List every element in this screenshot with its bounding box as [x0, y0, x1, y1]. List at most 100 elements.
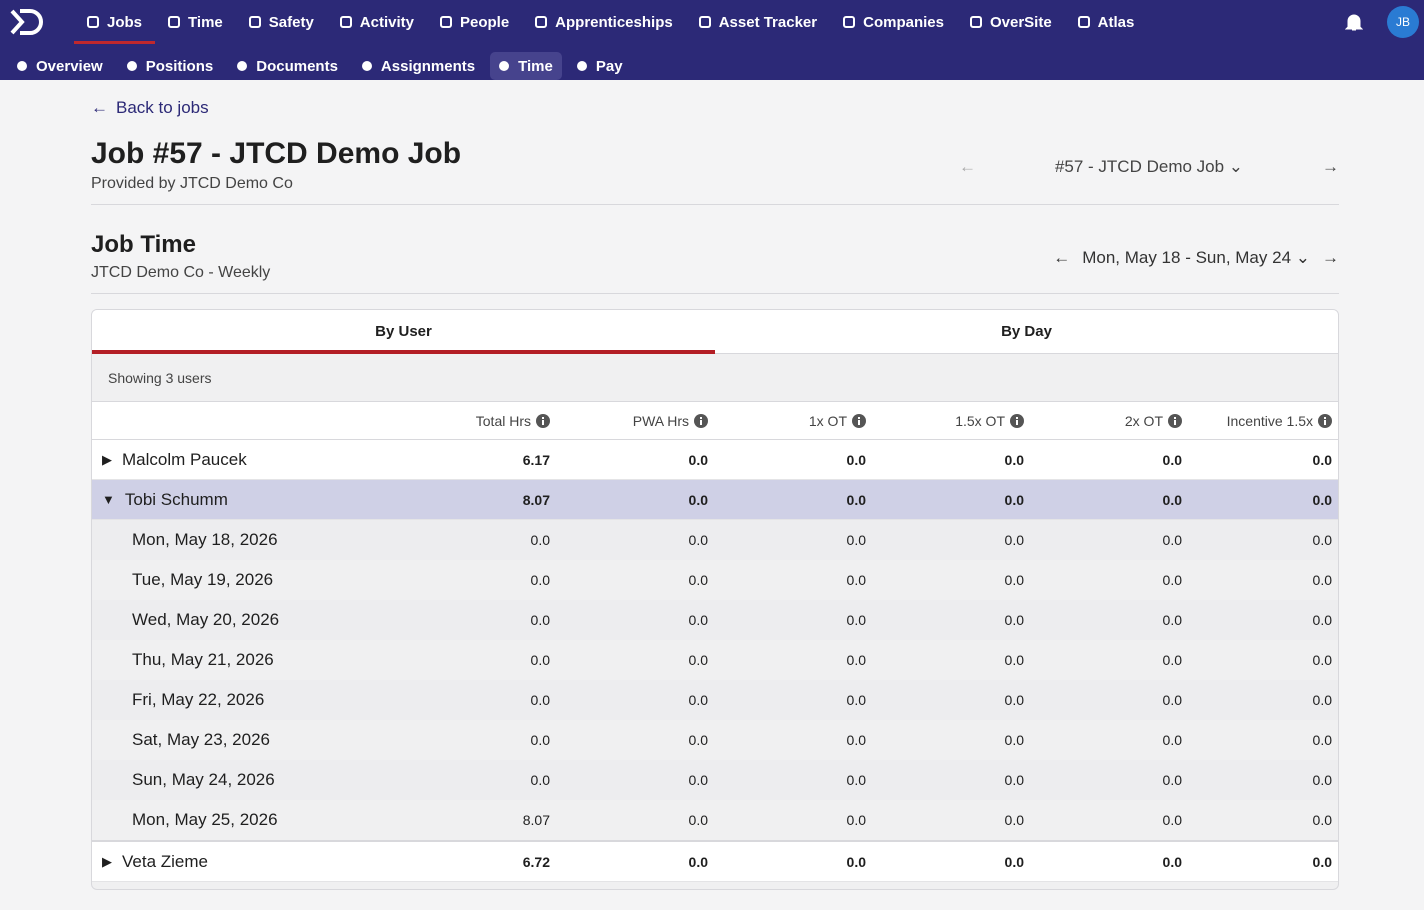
hours-cell: 0.0	[846, 732, 866, 748]
nav-label: Apprenticeships	[555, 13, 673, 31]
day-date: Wed, May 20, 2026	[132, 610, 280, 629]
day-row: Wed, May 20, 2026 0.0 0.0 0.0 0.0 0.0 0.0	[92, 600, 1338, 640]
hours-cell: 0.0	[688, 572, 708, 588]
hours-cell: 0.0	[688, 692, 708, 708]
day-row: Fri, May 22, 2026 0.0 0.0 0.0 0.0 0.0 0.0	[92, 680, 1338, 720]
hours-cell: 0.0	[1162, 532, 1182, 548]
hours-cell: 0.0	[530, 732, 550, 748]
day-date: Sun, May 24, 2026	[132, 770, 275, 789]
prev-week[interactable]: ←	[1053, 248, 1071, 267]
info-icon[interactable]	[1010, 413, 1024, 428]
dot-icon	[237, 61, 248, 71]
next-job[interactable]: →	[1322, 157, 1339, 176]
dot-icon	[126, 61, 137, 71]
hours-cell: 0.0	[688, 812, 708, 828]
nav-item[interactable]: Asset Tracker	[686, 0, 830, 44]
bell-icon[interactable]	[1345, 12, 1363, 32]
sub-nav-item[interactable]: Pay	[568, 52, 632, 80]
range-select[interactable]: Mon, May 18 - Sun, May 24 ⌄	[1082, 248, 1310, 267]
avatar[interactable]: JB	[1387, 6, 1419, 38]
day-row: Thu, May 21, 2026 0.0 0.0 0.0 0.0 0.0 0.0	[92, 640, 1338, 680]
dot-icon	[17, 61, 27, 71]
hours-cell: 0.0	[1162, 853, 1182, 870]
date-range: ← Mon, May 18 - Sun, May 24 ⌄ →	[1053, 248, 1339, 268]
nav-icon	[969, 16, 982, 28]
hours-cell: 0.0	[1162, 612, 1182, 628]
info-icon[interactable]	[1168, 413, 1182, 428]
hours-cell: 0.0	[1004, 732, 1024, 748]
hours-cell: 0.0	[1004, 572, 1024, 588]
job-subtitle: Provided by JTCD Demo Co	[91, 175, 293, 192]
logo[interactable]	[10, 9, 44, 35]
nav-item[interactable]: Activity	[327, 0, 427, 44]
sub-nav-item[interactable]: Assignments	[353, 52, 484, 80]
time-table-card: By User By Day Showing 3 users Total Hrs P…	[91, 309, 1339, 890]
expand-toggle[interactable]: ▼	[102, 492, 115, 507]
sub-nav-label: Documents	[256, 57, 338, 75]
sub-nav-item[interactable]: Overview	[8, 52, 112, 80]
back-text: Back to jobs	[116, 98, 209, 117]
nav-item[interactable]: People	[427, 0, 522, 44]
hours-cell: 0.0	[1312, 451, 1332, 468]
info-icon[interactable]	[1318, 413, 1332, 428]
nav-item[interactable]: Jobs	[74, 0, 156, 44]
range-text: Mon, May 18 - Sun, May 24	[1082, 248, 1292, 267]
section-subtitle: JTCD Demo Co - Weekly	[91, 264, 271, 281]
sub-nav-label: Pay	[595, 57, 623, 75]
day-rows: Mon, May 18, 2026 0.0 0.0 0.0 0.0 0.0 0.0 Tue, …	[92, 520, 1338, 842]
hours-cell: 0.0	[1312, 572, 1332, 588]
expand-toggle[interactable]: ▶	[102, 853, 112, 869]
nav-item[interactable]: Companies	[830, 0, 957, 44]
info-icon[interactable]	[852, 413, 866, 428]
day-date: Fri, May 22, 2026	[132, 690, 265, 709]
day-row: Mon, May 25, 2026 8.07 0.0 0.0 0.0 0.0 0.0	[92, 800, 1338, 840]
header-row: Total Hrs PWA Hrs 1x OT 1.5x OT 2x OT Incenti…	[92, 402, 1338, 440]
hours-cell: 0.0	[1162, 772, 1182, 788]
prev-job[interactable]: ←	[959, 157, 976, 176]
hours-cell: 0.0	[1004, 812, 1024, 828]
expand-toggle[interactable]: ▶	[102, 451, 112, 467]
user-name: Malcolm Paucek	[122, 449, 247, 469]
info-icon[interactable]	[536, 413, 550, 428]
hours-cell: 6.72	[522, 853, 550, 870]
nav-label: People	[459, 13, 510, 31]
hours-cell: 0.0	[1004, 451, 1024, 468]
nav-item[interactable]: Apprenticeships	[522, 0, 686, 44]
nav-item[interactable]: OverSite	[957, 0, 1065, 44]
hours-cell: 0.0	[1004, 612, 1024, 628]
next-week[interactable]: →	[1322, 248, 1339, 267]
dot-icon	[361, 61, 372, 71]
tab[interactable]: By User	[92, 310, 715, 354]
user-row[interactable]: ▶ Malcolm Paucek 6.17 0.0 0.0 0.0 0.0 0.0	[92, 440, 1338, 480]
user-row[interactable]: ▼ Tobi Schumm 8.07 0.0 0.0 0.0 0.0 0.0	[92, 480, 1338, 520]
nav-item[interactable]: Atlas	[1065, 0, 1148, 44]
hours-cell: 8.07	[522, 491, 550, 508]
nav-icon	[168, 16, 181, 28]
sub-nav-item[interactable]: Positions	[118, 52, 223, 80]
job-switcher: ← #57 - JTCD Demo Job ⌄ →	[959, 157, 1339, 177]
tab[interactable]: By Day	[1001, 323, 1052, 340]
job-title: Job #57 - JTCD Demo Job	[91, 137, 462, 170]
hours-cell: 0.0	[846, 692, 866, 708]
nav-label: Companies	[863, 13, 944, 31]
nav-icon	[248, 16, 261, 28]
nav-item[interactable]: Time	[155, 0, 236, 44]
column-header: 2x OT	[1024, 413, 1182, 429]
job-select[interactable]: #57 - JTCD Demo Job ⌄	[1054, 157, 1244, 176]
hours-cell: 0.0	[1312, 612, 1332, 628]
sub-nav-item[interactable]: Time	[490, 52, 562, 80]
nav-icon	[339, 16, 352, 28]
user-row[interactable]: ▶ Veta Zieme 6.72 0.0 0.0 0.0 0.0 0.0	[92, 842, 1338, 882]
info-icon[interactable]	[694, 413, 708, 428]
nav-item[interactable]: Safety	[236, 0, 327, 44]
hours-cell: 0.0	[1162, 491, 1182, 508]
back-link[interactable]: ← Back to jobs	[91, 98, 209, 118]
sub-nav-item[interactable]: Documents	[228, 52, 347, 80]
column-header: Total Hrs	[392, 413, 550, 429]
sub-nav: Overview Positions Documents Assignments Tim…	[8, 52, 632, 80]
nav-icon	[87, 16, 99, 28]
nav-icon	[1077, 16, 1090, 28]
hours-cell: 0.0	[846, 491, 866, 508]
hours-cell: 0.0	[846, 652, 866, 668]
